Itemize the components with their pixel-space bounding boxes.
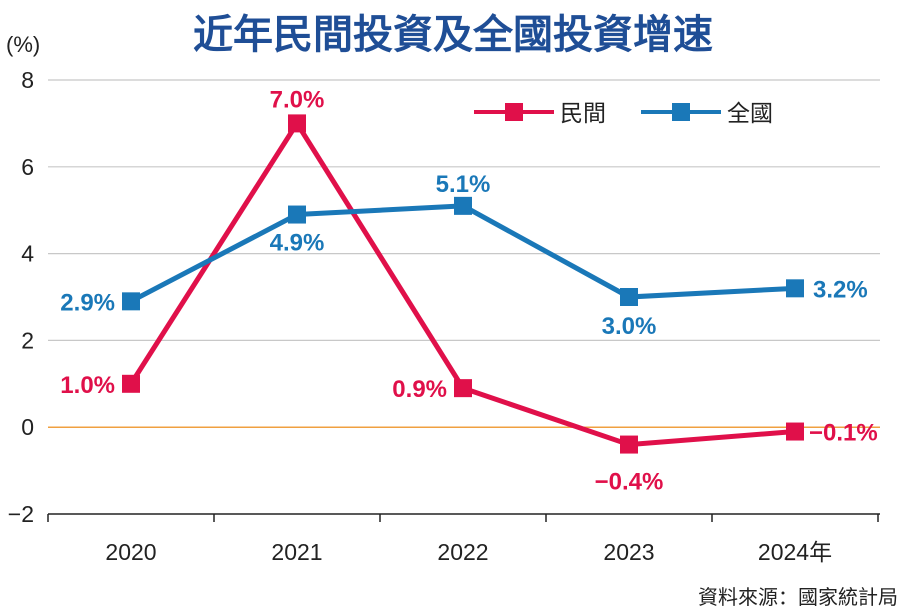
data-point xyxy=(122,292,140,311)
legend-marker xyxy=(505,103,523,121)
data-point xyxy=(454,379,472,398)
data-point xyxy=(454,196,472,215)
x-tick-label: 2023 xyxy=(603,539,654,565)
data-point xyxy=(288,205,306,224)
data-label: −0.1% xyxy=(809,420,878,447)
data-label: 3.0% xyxy=(602,313,657,340)
y-tick-label: −2 xyxy=(8,501,34,527)
legend-label: 民間 xyxy=(560,101,606,127)
data-label: 5.1% xyxy=(436,171,491,198)
series xyxy=(122,114,804,454)
data-point xyxy=(786,422,804,441)
y-tick-label: 2 xyxy=(21,327,34,353)
source-note: 資料來源：國家統計局 xyxy=(698,585,898,609)
data-label: 0.9% xyxy=(392,376,447,403)
legend-label: 全國 xyxy=(727,101,773,127)
x-tick-label: 2024年 xyxy=(758,539,832,565)
grid xyxy=(48,79,880,428)
data-label: 7.0% xyxy=(270,86,325,113)
data-label: 3.2% xyxy=(813,276,868,303)
data-point xyxy=(786,279,804,298)
data-point xyxy=(288,114,306,133)
data-labels: 1.0% 7.0% 0.9% −0.4% −0.1% 2.9% 4.9% 5.1% 3.0% 3.… xyxy=(60,86,877,495)
data-label: −0.4% xyxy=(595,469,664,496)
y-axis-unit: (%) xyxy=(6,32,40,57)
x-tick-label: 2022 xyxy=(437,539,488,565)
y-tick-label: 8 xyxy=(21,67,34,93)
data-point xyxy=(620,288,638,306)
x-tick-label: 2021 xyxy=(271,539,322,565)
axes: −2 0 2 4 6 8 2020 2021 2022 2023 2024年 xyxy=(8,67,880,565)
legend-marker xyxy=(672,103,690,121)
data-point xyxy=(620,435,638,454)
y-tick-label: 0 xyxy=(21,414,34,440)
y-tick-label: 4 xyxy=(21,241,34,267)
y-tick-label: 6 xyxy=(21,154,34,180)
data-point xyxy=(122,374,140,393)
data-label: 2.9% xyxy=(60,289,115,316)
legend: 民間 全國 xyxy=(474,101,773,127)
x-tick-label: 2020 xyxy=(105,539,156,565)
data-label: 1.0% xyxy=(60,372,115,399)
chart-title: 近年民間投資及全國投資增速 xyxy=(193,12,713,58)
data-label: 4.9% xyxy=(270,230,325,257)
